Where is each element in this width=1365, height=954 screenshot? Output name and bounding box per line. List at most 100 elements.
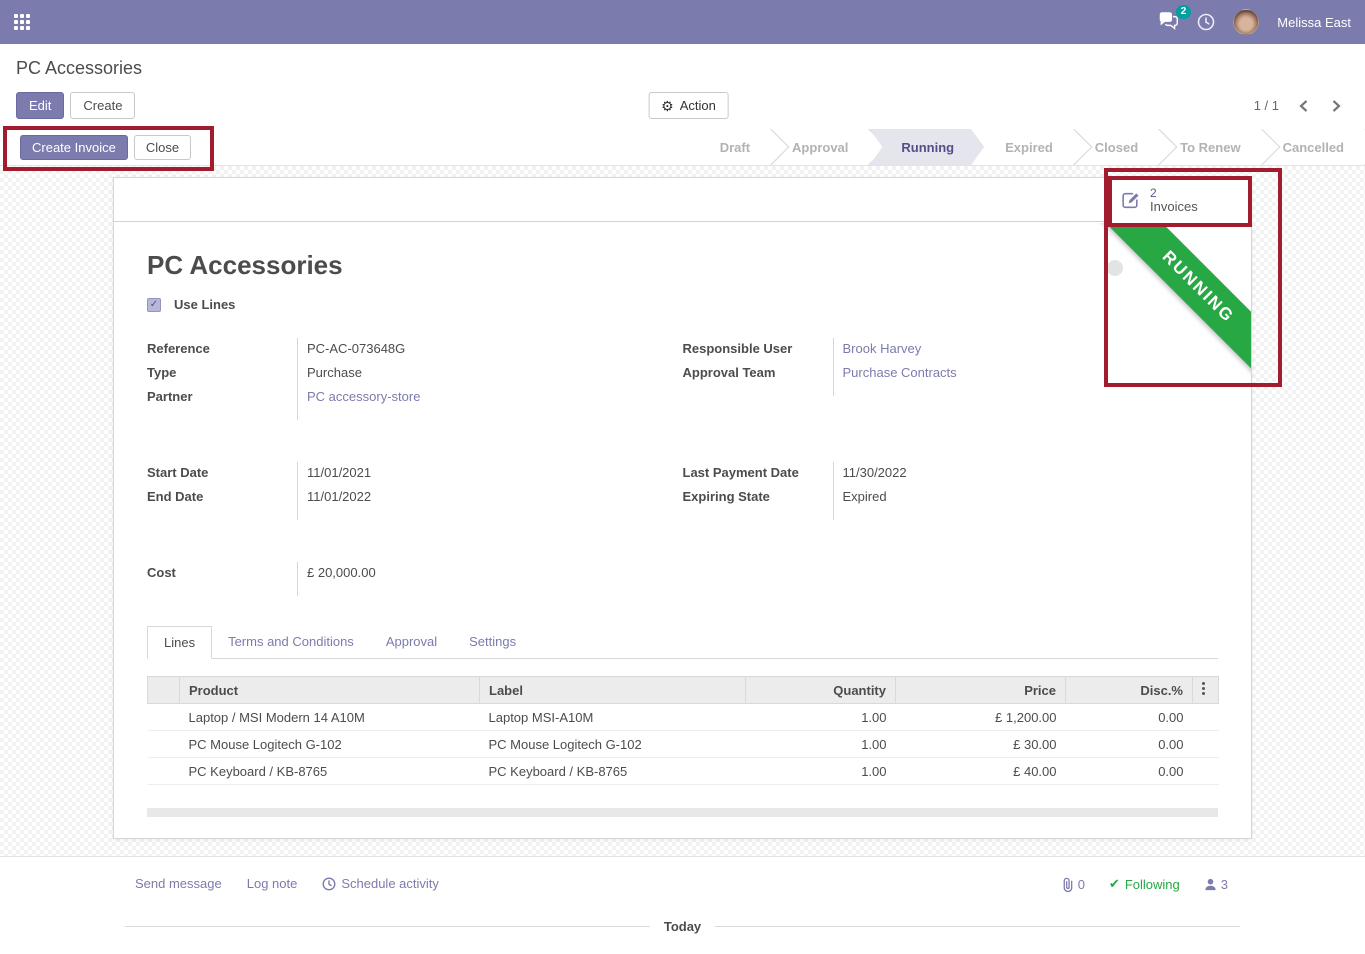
field-type: Type Purchase (147, 362, 683, 386)
row-label: PC Keyboard / KB-8765 (479, 757, 746, 785)
user-name[interactable]: Melissa East (1277, 14, 1351, 30)
vertical-dots-icon (1202, 687, 1205, 690)
create-invoice-button[interactable]: Create Invoice (20, 134, 128, 160)
invoices-stat-button[interactable]: 2 Invoices (1109, 178, 1251, 222)
use-lines-checkbox[interactable]: ✓ (147, 297, 161, 312)
control-panel: PC Accessories Edit Create ⚙ Action 1 / … (0, 44, 1365, 129)
status-step-to-renew[interactable]: To Renew (1159, 129, 1261, 165)
start-date-label: Start Date (147, 465, 209, 480)
record-title: PC Accessories (147, 250, 343, 280)
activities-button[interactable] (1197, 13, 1215, 31)
log-note-button[interactable]: Log note (246, 876, 298, 891)
row-label: PC Mouse Logitech G-102 (479, 730, 746, 758)
pager-previous-icon[interactable] (1295, 96, 1312, 116)
breadcrumb[interactable]: PC Accessories (16, 58, 143, 78)
end-date-label: End Date (147, 489, 204, 504)
gear-icon: ⚙ (661, 97, 674, 114)
field-group-left-2: Start Date 11/01/2021 End Date 11/01/202… (147, 462, 683, 520)
attachment-count: 0 (1077, 876, 1085, 892)
status-step-running[interactable]: Running (869, 129, 984, 165)
today-label: Today (663, 919, 702, 934)
status-step-cancelled[interactable]: Cancelled (1262, 129, 1365, 165)
row-product: PC Mouse Logitech G-102 (179, 730, 480, 758)
field-group-left-1: Reference PC-AC-073648G Type Purchase Pa… (147, 338, 683, 420)
status-dot (1107, 260, 1123, 276)
table-header-row: Product Label Quantity Price Disc.% (147, 676, 1219, 704)
product-column-header[interactable]: Product (179, 676, 480, 704)
following-label: Following (1124, 876, 1180, 892)
messages-button[interactable]: 2 (1158, 4, 1192, 33)
row-price: £ 30.00 (895, 730, 1066, 758)
quantity-column-header[interactable]: Quantity (745, 676, 896, 704)
tab-approval[interactable]: Approval (385, 634, 438, 649)
pager-counter: 1 / 1 (1253, 98, 1279, 113)
reference-value: PC-AC-073648G (297, 338, 683, 362)
start-date-value: 11/01/2021 (297, 462, 683, 486)
status-step-draft[interactable]: Draft (699, 129, 771, 165)
field-group-left-3: Cost £ 20,000.00 (147, 562, 684, 596)
partner-link[interactable]: PC accessory-store (307, 389, 421, 404)
tab-settings[interactable]: Settings (469, 634, 517, 649)
row-disc: 0.00 (1065, 730, 1193, 758)
edit-button[interactable]: Edit (16, 92, 65, 119)
action-button[interactable]: ⚙ Action (648, 92, 729, 119)
invoice-count: 2 (1150, 186, 1157, 200)
table-row[interactable]: PC Mouse Logitech G-102 PC Mouse Logitec… (147, 730, 1219, 758)
action-label: Action (679, 98, 716, 113)
table-row[interactable]: PC Keyboard / KB-8765 PC Keyboard / KB-8… (147, 757, 1219, 785)
schedule-activity-button[interactable]: Schedule activity (322, 876, 439, 891)
status-step-closed[interactable]: Closed (1074, 129, 1159, 165)
field-partner: Partner PC accessory-store (147, 386, 683, 410)
schedule-activity-label: Schedule activity (341, 876, 439, 891)
button-box: 2 Invoices (114, 178, 1251, 222)
row-disc: 0.00 (1065, 757, 1193, 785)
create-button[interactable]: Create (70, 92, 136, 119)
following-button[interactable]: ✔ Following (1109, 876, 1180, 892)
lines-table: Product Label Quantity Price Disc.% Lapt… (147, 676, 1219, 785)
chatter: Send message Log note Schedule activity … (0, 856, 1365, 953)
tab-lines[interactable]: Lines (147, 626, 213, 659)
type-value: Purchase (297, 362, 683, 386)
field-cost: Cost £ 20,000.00 (147, 562, 684, 586)
field-reference: Reference PC-AC-073648G (147, 338, 683, 362)
field-group-right-2: Last Payment Date 11/30/2022 Expiring St… (683, 462, 1219, 520)
apps-menu-icon[interactable] (14, 14, 30, 30)
attachments-button[interactable]: 0 (1061, 877, 1085, 892)
column-options-button[interactable] (1192, 676, 1219, 704)
field-group-right-1: Responsible User Brook Harvey Approval T… (683, 338, 1219, 420)
table-footer-strip (147, 808, 1218, 817)
responsible-user-link[interactable]: Brook Harvey (842, 341, 922, 356)
close-button[interactable]: Close (133, 134, 192, 160)
row-quantity: 1.00 (745, 757, 896, 785)
send-message-button[interactable]: Send message (135, 876, 222, 891)
user-avatar[interactable] (1233, 9, 1260, 35)
table-row[interactable]: Laptop / MSI Modern 14 A10M Laptop MSI-A… (147, 703, 1219, 731)
check-icon: ✔ (1108, 876, 1120, 891)
pencil-square-icon (1122, 192, 1139, 208)
responsible-user-label: Responsible User (682, 341, 793, 356)
use-lines-label: Use Lines (174, 297, 236, 312)
handle-column-header (147, 676, 180, 704)
row-quantity: 1.00 (745, 730, 896, 758)
approval-team-label: Approval Team (682, 365, 776, 380)
paperclip-icon (1063, 877, 1073, 892)
cost-value: £ 20,000.00 (297, 562, 684, 586)
type-label: Type (147, 365, 177, 380)
disc-column-header[interactable]: Disc.% (1065, 676, 1193, 704)
message-count-badge: 2 (1175, 4, 1192, 19)
label-column-header[interactable]: Label (479, 676, 746, 704)
approval-team-link[interactable]: Purchase Contracts (842, 365, 957, 380)
last-payment-date-label: Last Payment Date (682, 465, 799, 480)
pager-next-icon[interactable] (1328, 96, 1345, 116)
status-step-approval[interactable]: Approval (771, 129, 869, 165)
expiring-state-value: Expired (832, 486, 1219, 510)
followers-button[interactable]: 3 (1204, 877, 1228, 892)
reference-label: Reference (147, 341, 210, 356)
tab-terms-and-conditions[interactable]: Terms and Conditions (228, 634, 354, 649)
price-column-header[interactable]: Price (895, 676, 1066, 704)
invoice-label: Invoices (1150, 199, 1198, 214)
clock-icon (322, 877, 336, 890)
field-last-payment-date: Last Payment Date 11/30/2022 (683, 462, 1219, 486)
row-product: PC Keyboard / KB-8765 (179, 757, 480, 785)
status-step-expired[interactable]: Expired (984, 129, 1074, 165)
